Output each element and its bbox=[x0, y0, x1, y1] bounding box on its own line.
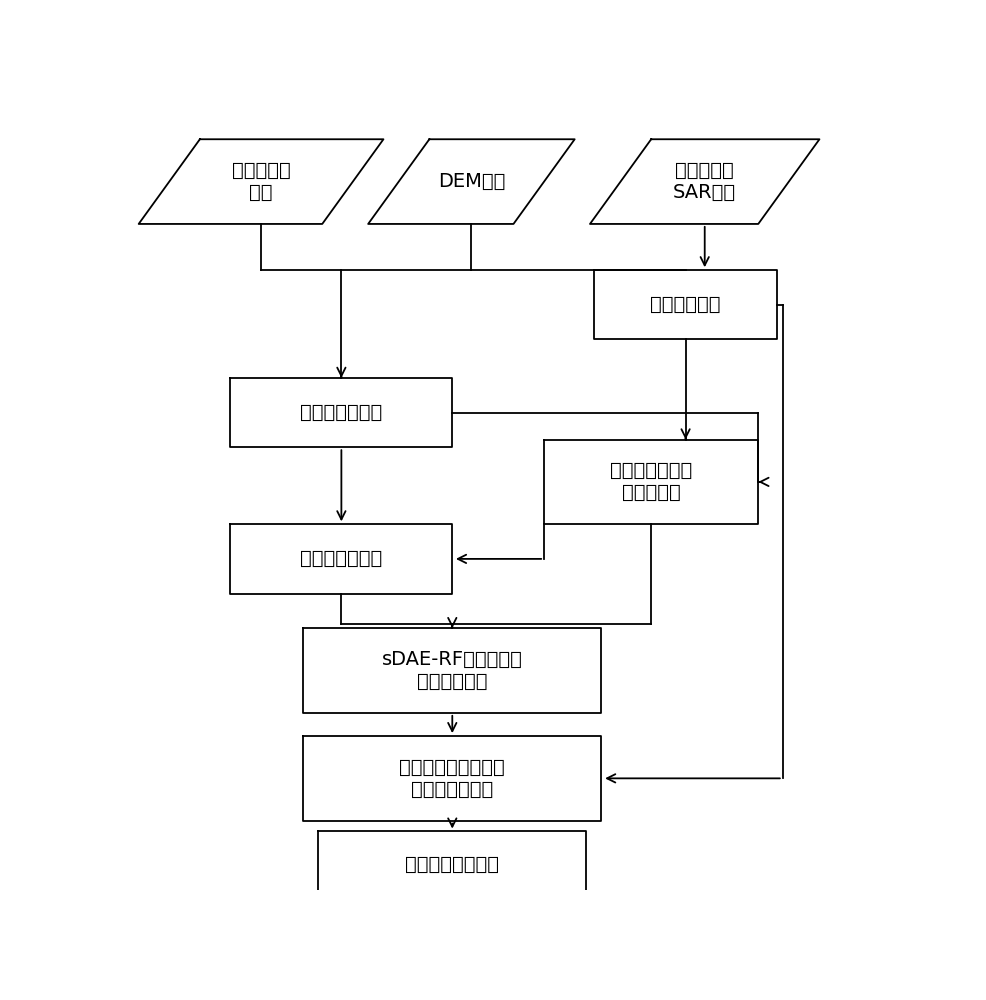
Text: 滑坡易发性分区图: 滑坡易发性分区图 bbox=[405, 855, 499, 874]
Text: 多光谱遥感
数据: 多光谱遥感 数据 bbox=[232, 161, 290, 202]
Text: 地表形变速率: 地表形变速率 bbox=[650, 295, 720, 314]
Text: 易发性评价因子: 易发性评价因子 bbox=[300, 403, 383, 422]
Text: 长时间序列
SAR影像: 长时间序列 SAR影像 bbox=[672, 161, 736, 202]
Text: sDAE-RF模型计算易
发性初始概率: sDAE-RF模型计算易 发性初始概率 bbox=[382, 650, 523, 691]
Text: 结合地表形变速率的
易发性概率计算: 结合地表形变速率的 易发性概率计算 bbox=[399, 758, 505, 799]
Text: 评价因子归一化: 评价因子归一化 bbox=[300, 549, 383, 568]
Text: 滑坡与非滑坡样
本自动选择: 滑坡与非滑坡样 本自动选择 bbox=[609, 461, 691, 502]
Text: DEM数据: DEM数据 bbox=[437, 172, 505, 191]
